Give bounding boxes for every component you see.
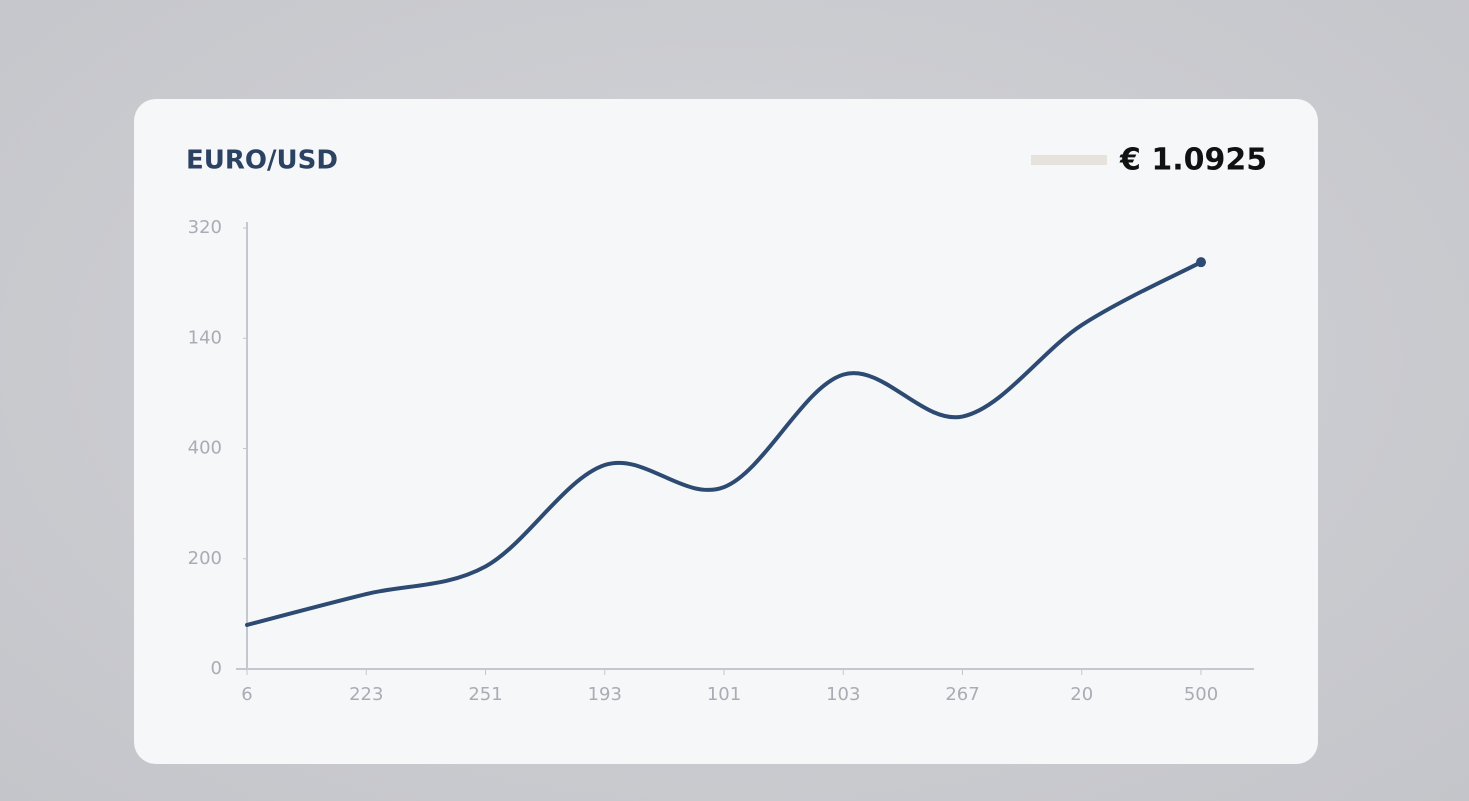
card — [134, 99, 1318, 764]
end-point — [1196, 257, 1206, 268]
price: € 1.0925 — [1119, 143, 1267, 178]
y-tick-label: 400 — [188, 438, 222, 459]
x-tick-label: 251 — [468, 684, 502, 705]
x-tick-label: 101 — [707, 684, 741, 705]
y-tick-label: 140 — [188, 327, 222, 348]
line — [245, 260, 1203, 627]
x-tick-label: 20 — [1070, 684, 1093, 705]
x-tick-label: 267 — [945, 684, 979, 705]
price-swatch — [1031, 155, 1107, 165]
y-tick-label: 200 — [188, 548, 222, 569]
x-tick-label: 500 — [1184, 684, 1218, 705]
chart-title: EURO/USD — [186, 146, 338, 176]
x-tick-label: 103 — [826, 684, 860, 705]
y-tick-label: 320 — [188, 217, 222, 238]
x-tick-label: 193 — [588, 684, 622, 705]
x-tick-label: 6 — [241, 684, 252, 705]
y-tick-label: 0 — [211, 658, 222, 679]
x-tick-label: 223 — [349, 684, 383, 705]
